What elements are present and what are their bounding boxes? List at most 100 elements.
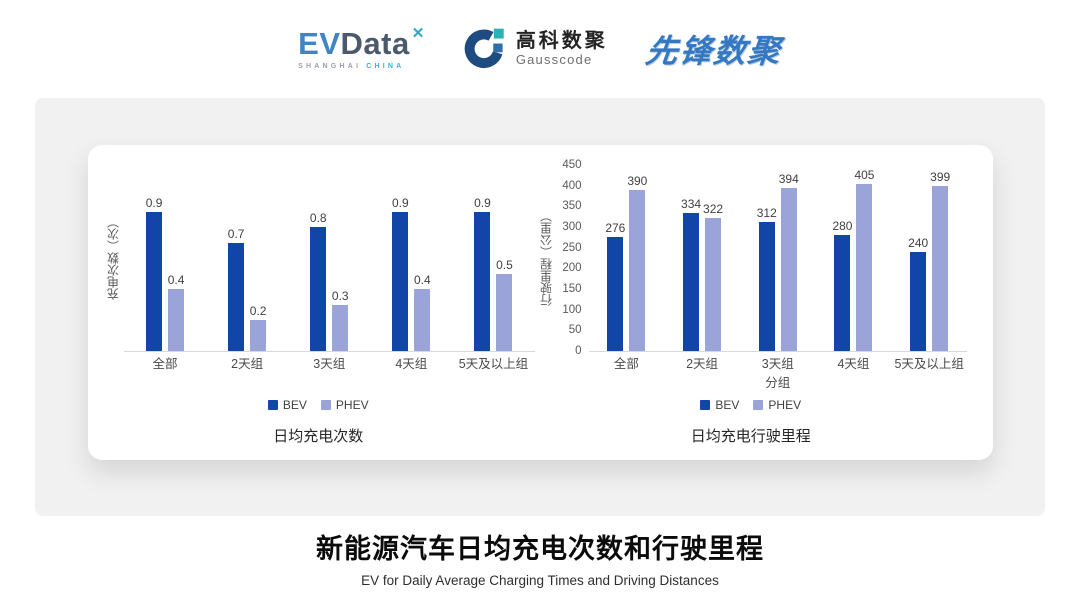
bar-value-label: 0.4 [167,273,185,287]
evdata-shanghai-text: SHANGHAI [298,63,362,70]
category-label: 全部 [613,356,639,371]
y-tick-label: 250 [562,241,582,254]
bar-wrap: 0.2 [250,165,266,351]
logo-header: EV Data ✕ SHANGHAI CHINA 高科数聚 Gausscode … [0,14,1080,84]
bar-bev [834,235,851,351]
legend-swatch-phev [753,400,764,410]
legend-swatch-bev [700,400,711,410]
bar-phev [629,189,646,351]
bar-wrap: 276 [605,165,626,351]
bar-phev [780,188,797,351]
bar-wrap: 322 [703,165,724,351]
gausscode-g-icon [464,28,504,68]
bar-bev [228,242,245,351]
plot-area: 276 390 334 322 312 394 280 405 240 399 [588,165,967,352]
bar-wrap: 334 [681,165,702,351]
bar-bev [910,251,927,351]
legend-item-bev: BEV [267,398,307,412]
gausscode-text: 高科数聚 Gausscode [516,30,608,68]
bar-phev [332,304,349,351]
category-label: 全部 [152,356,178,371]
y-tick-label: 100 [562,303,582,316]
y-tick-label: 0 [575,345,582,357]
legend-label: BEV [282,398,307,412]
chart-title: 日均充电次数 [273,428,364,445]
bar-group: 0.7 0.2 [206,165,288,351]
charts-panel: 充电次数（次） 0.9 0.4 0.7 0.2 0.8 0.3 0.9 0.4 0.9 0.5 全… [35,98,1045,516]
chart-daily-charging-times: 充电次数（次） 0.9 0.4 0.7 0.2 0.8 0.3 0.9 0.4 0.9 0.5 全… [102,165,535,460]
evdata-ev-text: EV [298,26,341,61]
bar-group: 334 322 [664,165,740,351]
bar-bev [310,227,327,351]
bar-wrap: 405 [854,165,875,351]
gausscode-logo: 高科数聚 Gausscode [463,27,608,71]
evdata-wordmark: EV Data ✕ [298,25,425,61]
y-tick-label: 400 [562,179,582,192]
gausscode-cn-text: 高科数聚 [515,30,608,53]
plot-area: 0.9 0.4 0.7 0.2 0.8 0.3 0.9 0.4 0.9 0.5 [124,165,535,352]
evdata-logo: EV Data ✕ SHANGHAI CHINA [298,25,425,70]
bar-phev [168,289,185,351]
category-label: 5天及以上组 [894,356,964,371]
bar-bev [146,211,163,351]
bar-value-label: 394 [778,172,799,187]
bar-bev [392,211,409,351]
y-tick-label: 450 [562,159,582,171]
bar-bev [683,212,700,351]
category-label: 4天组 [837,356,870,371]
y-tick-label: 150 [562,283,582,295]
bar-group: 240 399 [891,165,967,351]
bar-wrap: 0.8 [310,165,327,351]
charts-card: 充电次数（次） 0.9 0.4 0.7 0.2 0.8 0.3 0.9 0.4 0.9 0.5 全… [88,145,993,460]
bar-value-label: 0.4 [413,273,431,287]
bar-group: 0.9 0.4 [370,165,452,351]
legend: BEV PHEV [102,398,535,412]
plot-column: 276 390 334 322 312 394 280 405 240 399 全部 2天组 3天组 4… [588,165,968,390]
bar-wrap: 399 [930,165,951,351]
gausscode-en-text: Gausscode [515,52,593,68]
category-label: 3天组 [761,356,794,371]
bar-wrap: 312 [756,165,777,351]
legend-label: PHEV [335,398,369,412]
x-axis-label [124,372,535,390]
bar-wrap: 280 [832,165,853,351]
legend-item-bev: BEV [700,398,739,412]
bar-value-label: 399 [930,170,951,185]
bar-value-label: 240 [908,235,929,250]
legend-swatch-phev [320,400,331,410]
category-label: 3天组 [313,356,346,371]
bar-value-label: 280 [832,219,853,234]
bar-value-label: 0.3 [331,288,349,303]
bar-group: 0.9 0.5 [452,165,534,351]
bar-group: 276 390 [589,165,665,351]
bar-value-label: 312 [756,206,777,221]
category-axis: 全部 2天组 3天组 4天组 5天及以上组 [589,352,968,372]
category-label: 5天及以上组 [458,356,529,371]
bar-phev [496,273,513,351]
bar-value-label: 405 [854,167,875,182]
y-tick-label: 300 [562,221,582,233]
legend-item-phev: PHEV [320,398,369,412]
bar-value-label: 0.9 [474,195,491,210]
bar-phev [932,186,949,351]
bar-value-label: 276 [605,220,626,235]
bar-value-label: 334 [681,196,702,211]
legend-swatch-bev [267,400,278,410]
bar-wrap: 394 [778,165,799,351]
pioneer-logo: 先锋数聚 [643,33,784,69]
page-title: 新能源汽车日均充电次数和行驶里程 [316,534,764,564]
bar-wrap: 0.9 [474,165,491,351]
chart-daily-driving-distance: 行驶里程（公里） 0 50 100 150 200 250 300 350 400 450 276… [535,159,968,460]
bar-value-label: 0.7 [227,226,245,241]
star-icon: ✕ [411,25,425,42]
bar-value-label: 390 [627,173,648,188]
bar-group: 0.9 0.4 [124,165,206,351]
y-tick-label: 200 [562,262,582,275]
chart-title: 日均充电行驶里程 [690,428,811,445]
bar-value-label: 322 [703,201,724,216]
bar-phev [856,183,873,351]
y-axis-ticks: 0 50 100 150 200 250 300 350 400 450 [557,159,589,357]
bar-group: 0.8 0.3 [288,165,370,351]
chart-body: 行驶里程（公里） 0 50 100 150 200 250 300 350 400 450 276… [535,159,968,390]
legend-item-phev: PHEV [753,398,801,412]
